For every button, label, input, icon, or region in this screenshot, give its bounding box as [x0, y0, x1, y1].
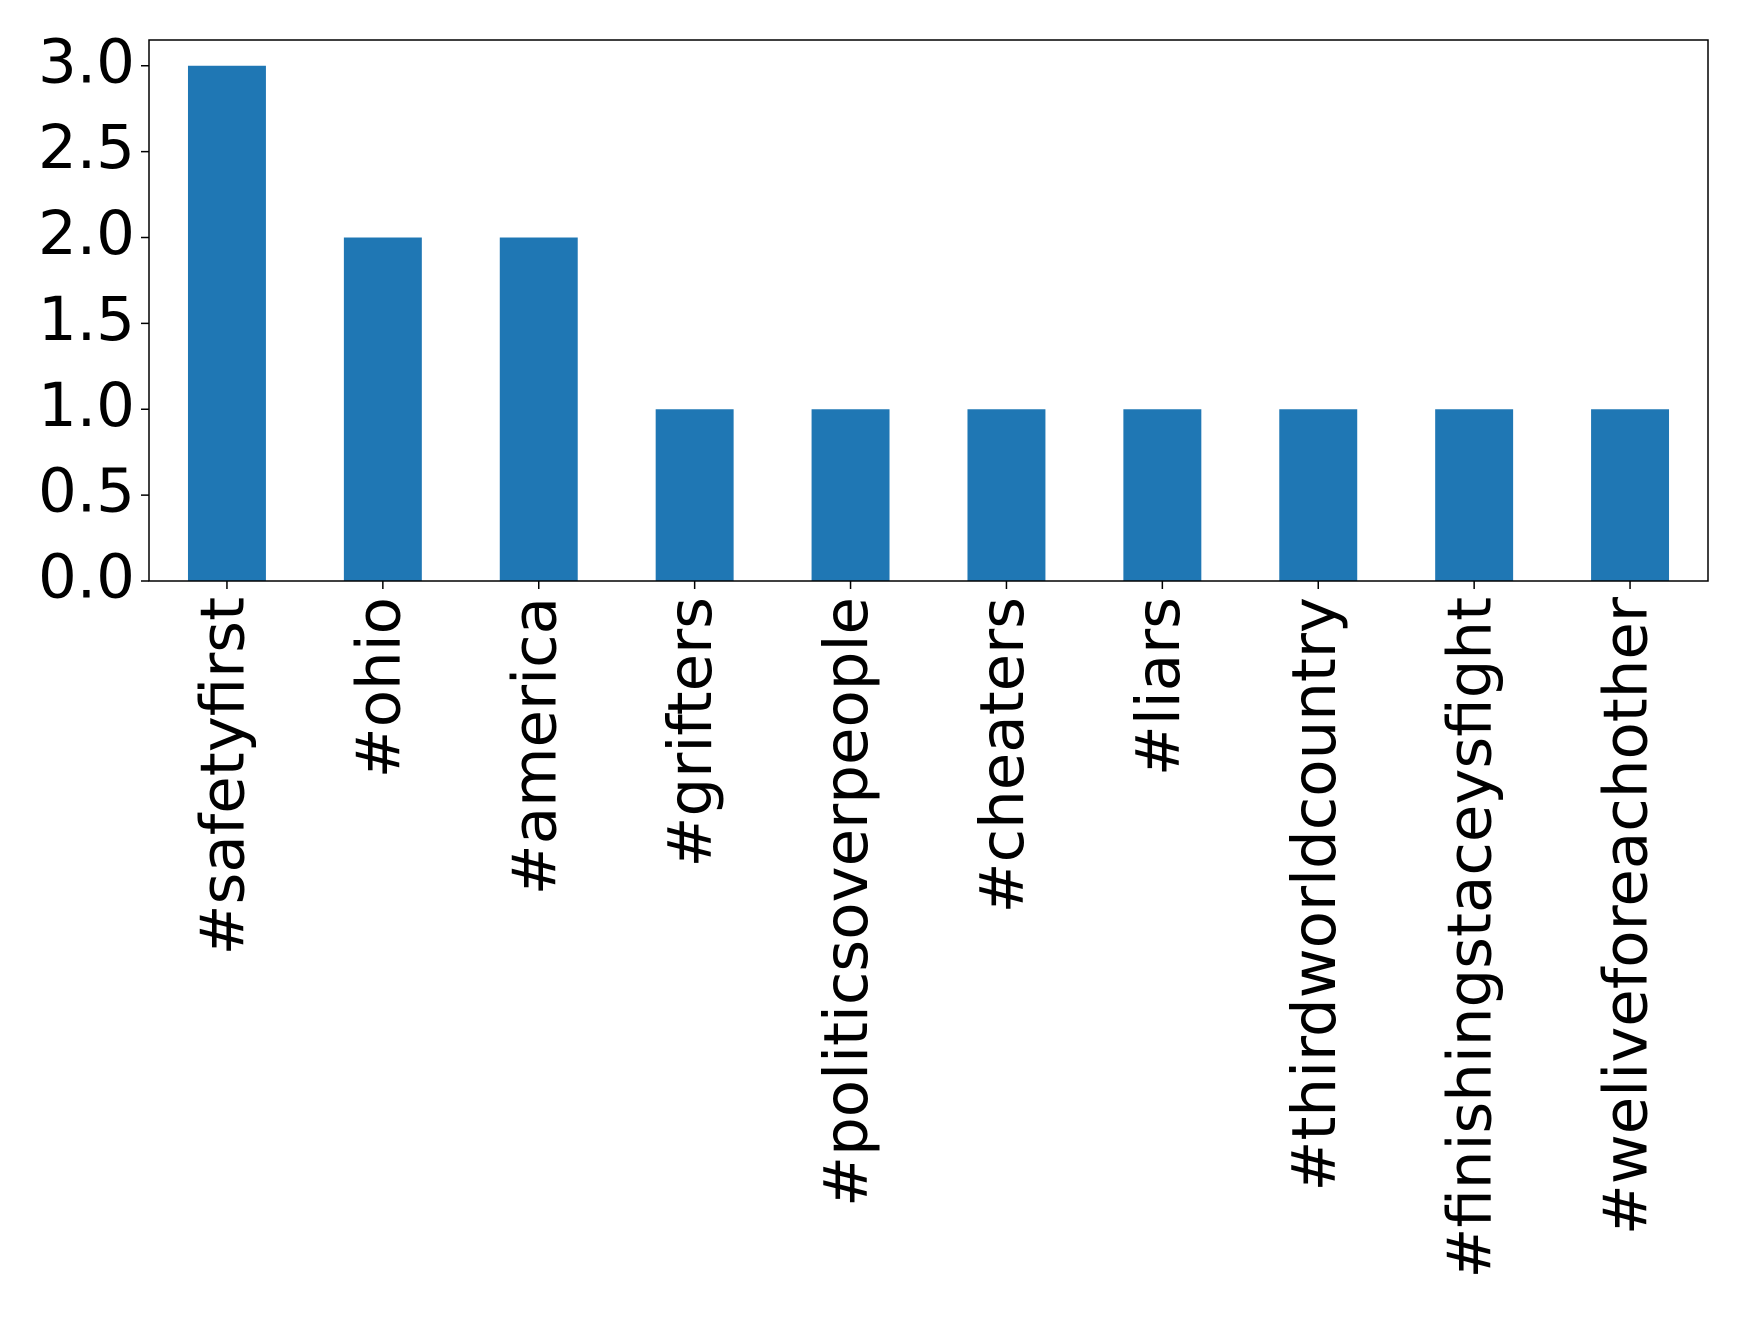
bar	[1279, 409, 1358, 581]
y-tick-label: 1.0	[38, 370, 135, 441]
y-tick-label: 3.0	[38, 26, 135, 97]
bar	[343, 237, 422, 581]
y-tick-label: 2.5	[38, 112, 135, 183]
x-tick-label: #politicsoverpeople	[811, 597, 882, 1207]
x-tick-label: #cheaters	[967, 597, 1038, 914]
x-tick-label: #grifters	[655, 597, 726, 868]
bar	[187, 65, 266, 581]
x-tick-label: #liars	[1123, 597, 1194, 776]
y-tick-label: 2.0	[38, 198, 135, 269]
bar	[811, 409, 890, 581]
bar	[655, 409, 734, 581]
x-tick-label: #thirdworldcountry	[1279, 597, 1350, 1192]
x-tick-label: #ohio	[343, 597, 414, 778]
x-tick-label: #safetyfirst	[188, 597, 259, 956]
bar	[499, 237, 578, 581]
y-tick-label: 0.0	[38, 542, 135, 613]
bar	[967, 409, 1046, 581]
y-tick-label: 1.5	[38, 284, 135, 355]
plot-frame	[148, 39, 1709, 582]
x-tick-label: #finishingstaceysfight	[1435, 597, 1506, 1279]
y-tick-label: 0.5	[38, 456, 135, 527]
bar	[1435, 409, 1514, 581]
x-tick-label: #america	[499, 597, 570, 895]
bar	[1591, 409, 1670, 581]
x-tick-label: #weliveforeachother	[1591, 596, 1662, 1235]
bar	[1123, 409, 1202, 581]
